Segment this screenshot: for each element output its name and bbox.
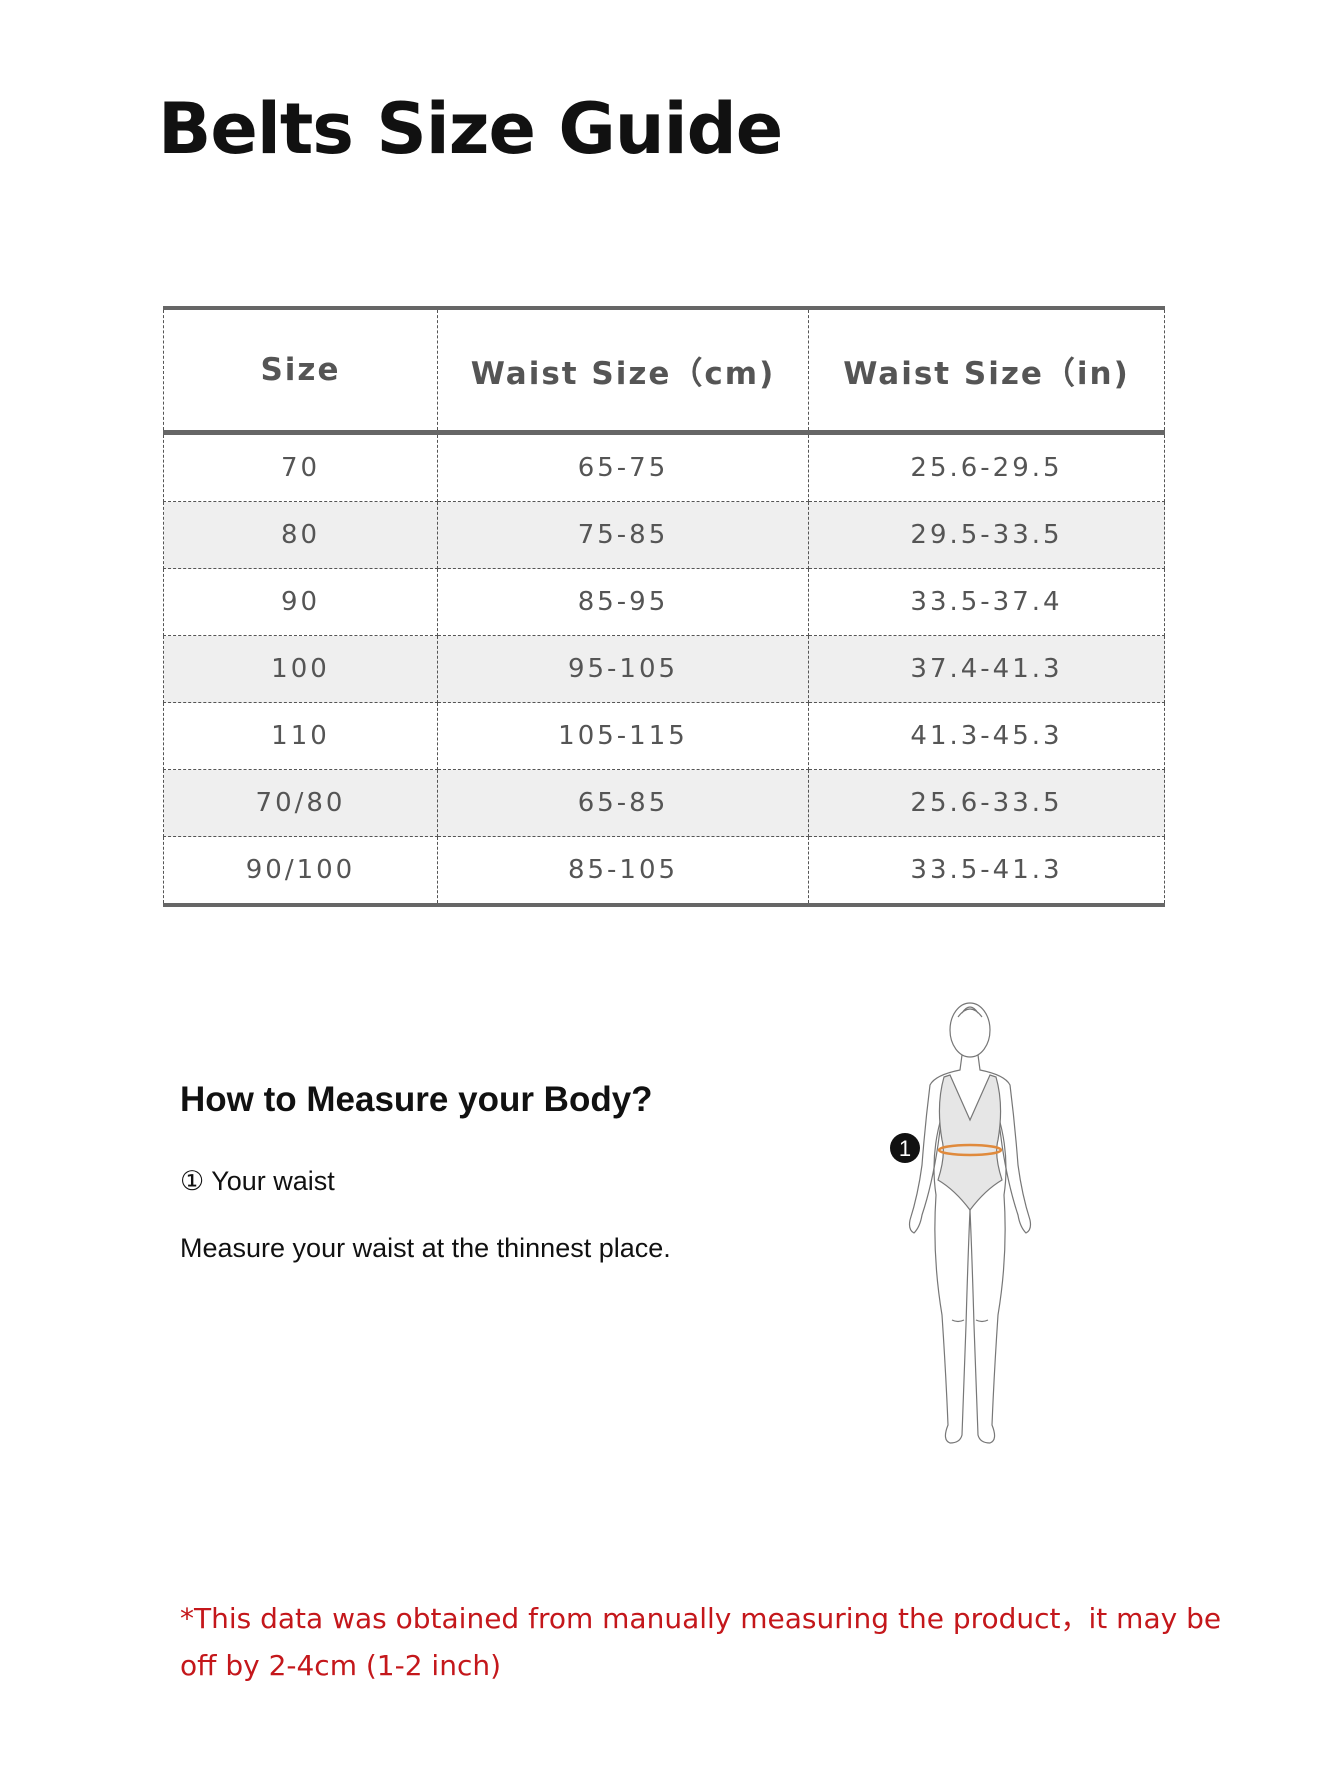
marker-badge [890, 1133, 920, 1163]
table-row: 110 105-115 41.3-45.3 [163, 702, 1165, 770]
waist-in-cell: 25.6-33.5 [808, 769, 1165, 837]
measure-heading: How to Measure your Body? [180, 1080, 653, 1119]
waist-in-cell: 41.3-45.3 [808, 702, 1165, 770]
size-table: Size Waist Size（cm) Waist Size（in) 70 65-… [163, 306, 1165, 907]
header-waist-in: Waist Size（in) [808, 308, 1165, 435]
marker-number: 1 [899, 1136, 911, 1161]
waist-cm-cell: 105-115 [437, 702, 809, 770]
table-row: 90 85-95 33.5-37.4 [163, 568, 1165, 636]
page-title: Belts Size Guide [158, 88, 783, 170]
size-cell: 70/80 [163, 769, 438, 837]
table-row: 90/100 85-105 33.5-41.3 [163, 836, 1165, 906]
waist-cm-cell: 85-95 [437, 568, 809, 636]
disclaimer-note: *This data was obtained from manually me… [180, 1602, 1222, 1682]
size-cell: 80 [163, 501, 438, 569]
waist-cm-cell: 75-85 [437, 501, 809, 569]
waist-cm-cell: 85-105 [437, 836, 809, 906]
size-cell: 110 [163, 702, 438, 770]
body-outline [908, 1002, 1032, 1444]
size-cell: 90/100 [163, 836, 438, 906]
waist-in-cell: 33.5-37.4 [808, 568, 1165, 636]
waist-in-cell: 37.4-41.3 [808, 635, 1165, 703]
waist-cm-cell: 65-75 [437, 432, 809, 502]
header-waist-cm: Waist Size（cm) [437, 308, 809, 435]
waist-in-cell: 33.5-41.3 [808, 836, 1165, 906]
table-row: 80 75-85 29.5-33.5 [163, 501, 1165, 569]
waist-line [937, 1143, 1003, 1157]
size-cell: 70 [163, 432, 438, 502]
table-row: 70/80 65-85 25.6-33.5 [163, 769, 1165, 837]
waist-in-cell: 25.6-29.5 [808, 432, 1165, 502]
body-figure-illustration: 1 [890, 1002, 1032, 1444]
measure-instruction: Measure your waist at the thinnest place… [180, 1233, 671, 1263]
size-cell: 90 [163, 568, 438, 636]
waist-cm-cell: 95-105 [437, 635, 809, 703]
size-cell: 100 [163, 635, 438, 703]
table-header-row: Size Waist Size（cm) Waist Size（in) [163, 308, 1165, 435]
swimsuit [937, 1074, 1003, 1211]
waist-cm-cell: 65-85 [437, 769, 809, 837]
table-row: 70 65-75 25.6-29.5 [163, 432, 1165, 502]
waist-in-cell: 29.5-33.5 [808, 501, 1165, 569]
table-row: 100 95-105 37.4-41.3 [163, 635, 1165, 703]
header-size: Size [163, 308, 438, 435]
measure-step: ① Your waist [180, 1166, 335, 1196]
